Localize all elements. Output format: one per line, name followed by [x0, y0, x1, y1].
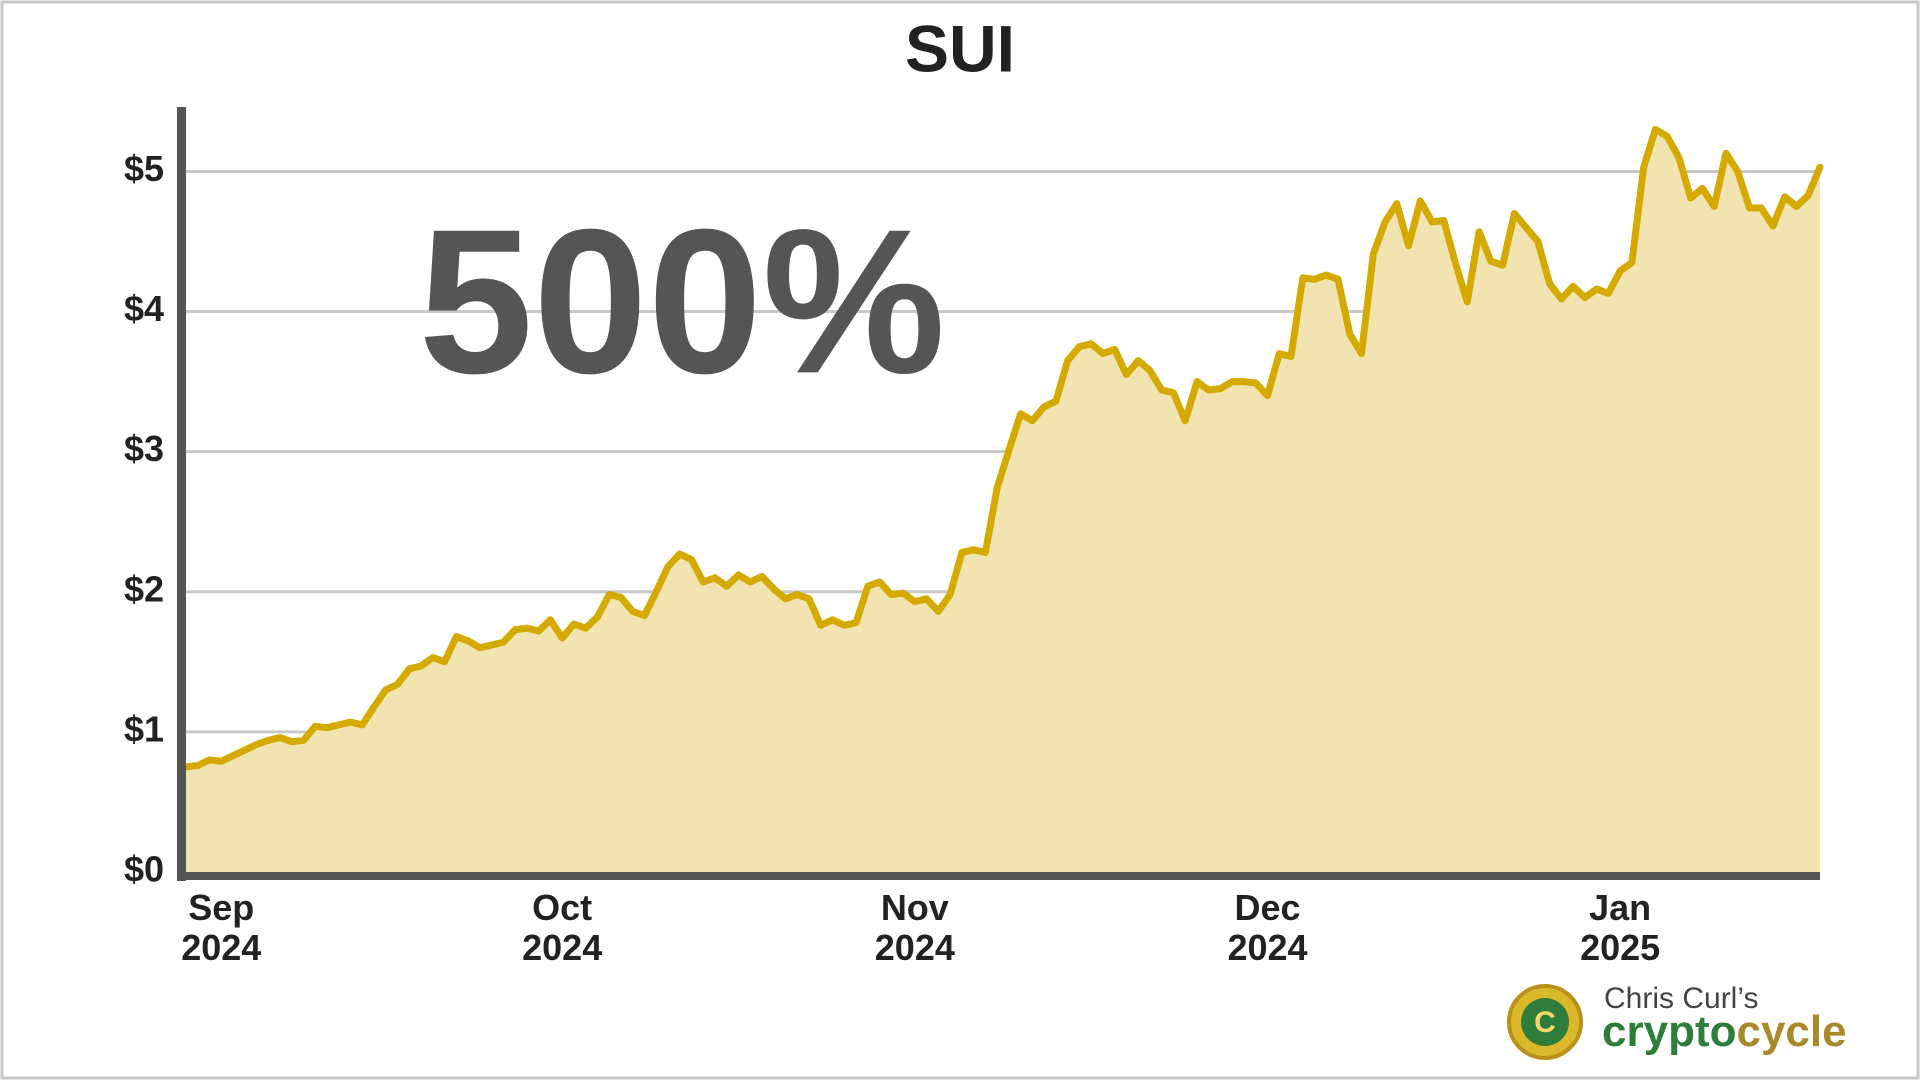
logo-word2: cycle — [1736, 1007, 1846, 1056]
logo-word1: crypto — [1602, 1007, 1736, 1056]
annotation: 500% — [419, 186, 946, 416]
x-tick-label-line: Dec — [1234, 887, 1300, 928]
y-tick-label: $2 — [124, 568, 164, 609]
x-tick-label: Oct2024 — [522, 887, 602, 968]
logo-mark: C — [1534, 1006, 1556, 1039]
x-tick-label-line: Sep — [188, 887, 254, 928]
y-tick-label: $5 — [124, 148, 164, 189]
chart: SUI $0$1$2$3$4$5Sep2024Oct2024Nov2024Dec… — [0, 0, 1920, 1080]
x-tick-label: Dec2024 — [1227, 887, 1307, 968]
y-tick-label: $3 — [124, 428, 164, 469]
x-tick-label-line: Jan — [1589, 887, 1651, 928]
x-tick-label: Jan2025 — [1580, 887, 1660, 968]
x-tick-label-line: 2024 — [181, 927, 261, 968]
y-axis — [177, 107, 186, 881]
x-tick-label-line: 2025 — [1580, 927, 1660, 968]
logo-line2: cryptocycle — [1602, 1007, 1847, 1056]
x-tick-label-line: 2024 — [1227, 927, 1307, 968]
x-tick-label: Nov2024 — [875, 887, 955, 968]
y-tick-label: $1 — [124, 708, 164, 749]
y-tick-label: $0 — [124, 849, 164, 890]
x-tick-label-line: Oct — [532, 887, 592, 928]
x-tick-label-line: 2024 — [522, 927, 602, 968]
chart-title: SUI — [905, 11, 1015, 85]
y-tick-label: $4 — [124, 288, 164, 329]
x-axis — [177, 872, 1820, 880]
x-tick-label-line: 2024 — [875, 927, 955, 968]
x-tick-label-line: Nov — [881, 887, 949, 928]
x-tick-label: Sep2024 — [181, 887, 261, 968]
